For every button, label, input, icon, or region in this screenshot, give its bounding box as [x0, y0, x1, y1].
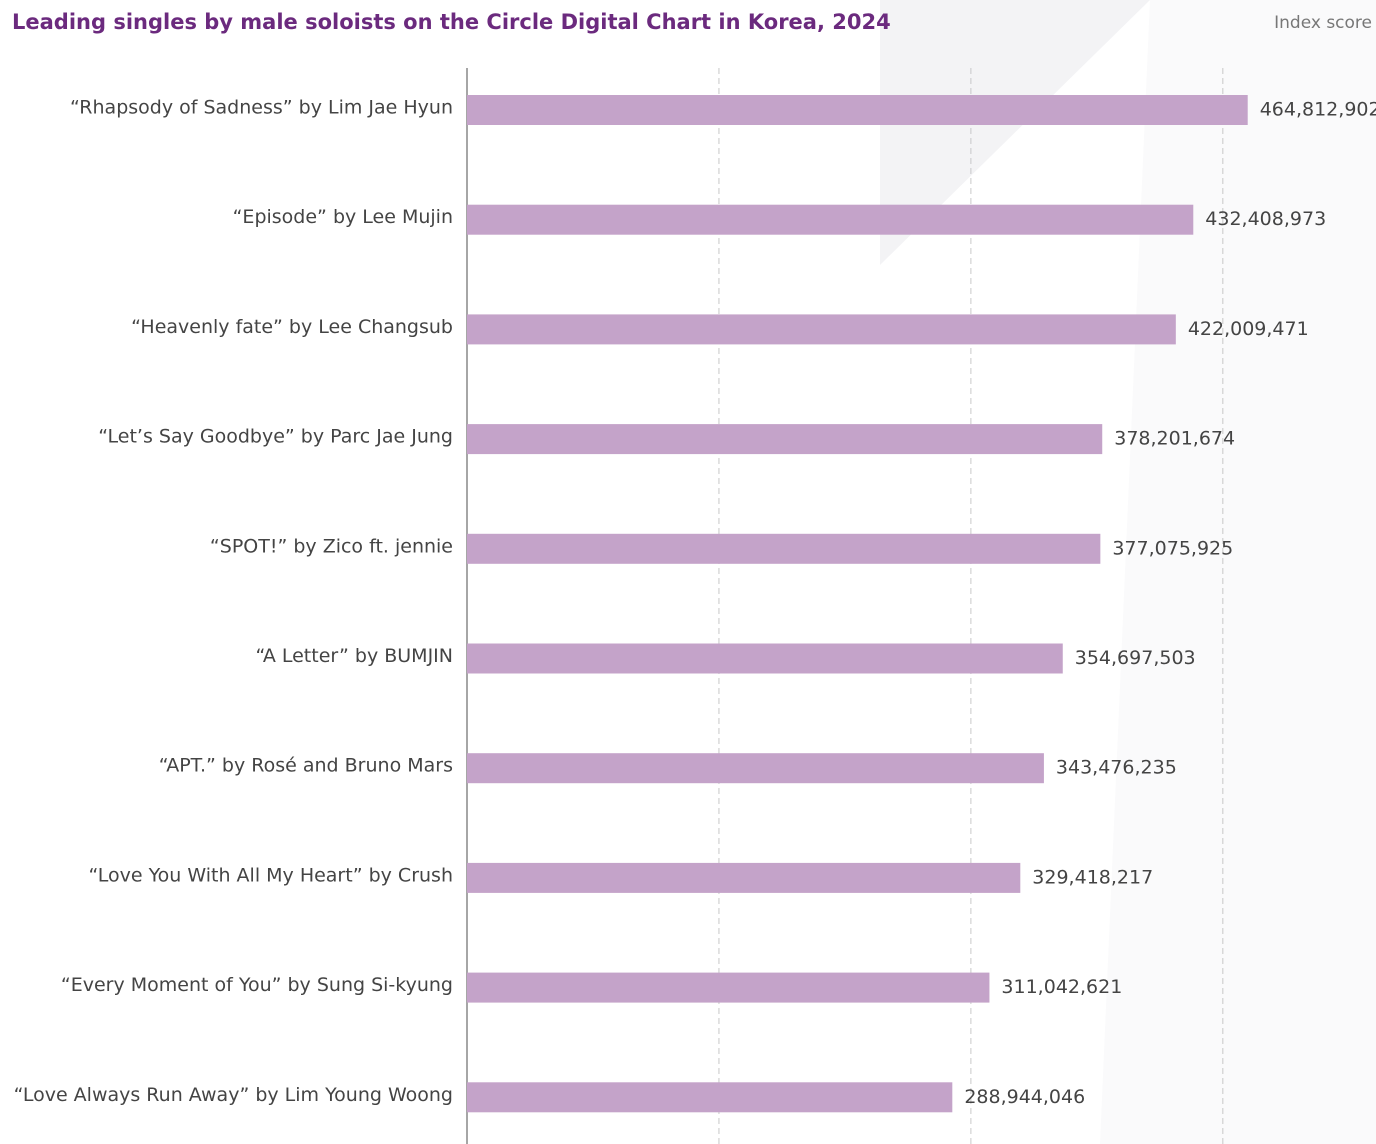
y-tick-label: “SPOT!” by Zico ft. jennie [210, 535, 453, 557]
value-label: 343,476,235 [1056, 757, 1177, 779]
bar [467, 972, 990, 1003]
bar [467, 424, 1103, 455]
y-tick-label: “Love You With All My Heart” by Crush [88, 864, 453, 886]
bar [467, 753, 1044, 784]
axis-label: Index score [1274, 13, 1372, 33]
bar [467, 95, 1248, 125]
value-label: 422,009,471 [1188, 318, 1309, 340]
y-tick-label: “A Letter” by BUMJIN [255, 645, 453, 667]
bar [467, 1082, 953, 1113]
bar [467, 314, 1176, 345]
y-tick-label: “Heavenly fate” by Lee Changsub [131, 316, 453, 338]
value-label: 432,408,973 [1205, 208, 1326, 230]
value-label: 464,812,902 [1260, 99, 1376, 121]
value-label: 311,042,621 [1001, 976, 1122, 998]
bar [467, 204, 1194, 235]
background-shape [1100, 0, 1376, 1144]
y-tick-label: “Let’s Say Goodbye” by Parc Jae Jung [98, 426, 453, 448]
bar [467, 533, 1101, 564]
value-label: 288,944,046 [964, 1086, 1085, 1108]
value-label: 329,418,217 [1032, 866, 1153, 888]
y-tick-label: “APT.” by Rosé and Bruno Mars [159, 755, 453, 777]
y-tick-label: “Episode” by Lee Mujin [233, 206, 453, 228]
bar [467, 643, 1063, 674]
background-shape [880, 0, 1150, 265]
value-label: 354,697,503 [1075, 647, 1196, 669]
chart-title: Leading singles by male soloists on the … [12, 10, 891, 34]
value-label: 377,075,925 [1112, 537, 1233, 559]
y-tick-label: “Love Always Run Away” by Lim Young Woon… [14, 1084, 453, 1106]
y-tick-label: “Rhapsody of Sadness” by Lim Jae Hyun [70, 97, 453, 119]
value-label: 378,201,674 [1114, 428, 1235, 450]
y-tick-label: “Every Moment of You” by Sung Si-kyung [61, 974, 453, 996]
bar [467, 862, 1021, 893]
